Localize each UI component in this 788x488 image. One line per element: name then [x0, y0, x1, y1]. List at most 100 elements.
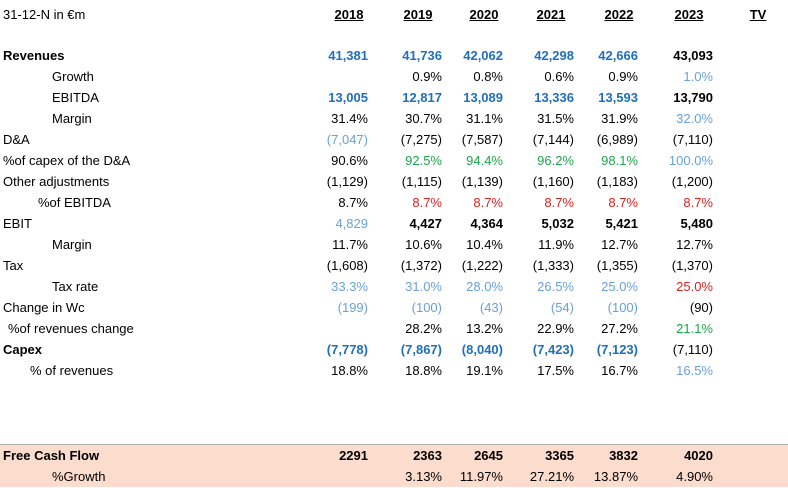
cell: 11.97% [459, 469, 503, 484]
year-header: 2019 [403, 7, 433, 22]
pct-ebitda-row: %of EBITDA 8.7% 8.7% 8.7% 8.7% 8.7% 8.7% [0, 192, 788, 213]
cell: 8.7% [683, 195, 713, 210]
cell: 13,089 [463, 90, 503, 105]
da-row: D&A (7,047) (7,275) (7,587) (7,144) (6,9… [0, 129, 788, 150]
cell: (7,275) [400, 132, 442, 147]
cell: 13,336 [534, 90, 574, 105]
cell: 94.4% [466, 153, 503, 168]
cell: 0.9% [608, 69, 638, 84]
cell: 11.7% [332, 237, 368, 252]
cell: (1,183) [596, 174, 638, 189]
cell: (100) [411, 300, 442, 315]
cell: 3832 [609, 448, 638, 463]
cell: 11.9% [538, 237, 574, 252]
revenues-row: Revenues 41,381 41,736 42,062 42,298 42,… [0, 45, 788, 66]
cell: 3365 [545, 448, 574, 463]
cell: (1,355) [596, 258, 638, 273]
tax-row: Tax (1,608) (1,372) (1,222) (1,333) (1,3… [0, 255, 788, 276]
fcf-growth-row: %Growth 3.13% 11.97% 27.21% 13.87% 4.90% [0, 466, 788, 487]
row-label: %of revenues change [8, 321, 134, 336]
row-label: D&A [3, 132, 30, 147]
row-label: Tax rate [52, 279, 99, 294]
cell: 13,790 [673, 90, 713, 105]
cell: 92.5% [405, 153, 442, 168]
cell: 21.1% [676, 321, 713, 336]
cell: 42,062 [463, 48, 503, 63]
cell: (1,129) [326, 174, 368, 189]
cell: 18.8% [405, 363, 442, 378]
cell: (1,222) [461, 258, 503, 273]
cell: 8.7% [608, 195, 638, 210]
pct-revenues-row: % of revenues 18.8% 18.8% 19.1% 17.5% 16… [0, 360, 788, 381]
cell: (90) [689, 300, 713, 315]
cell: 12,817 [402, 90, 442, 105]
cell: (7,778) [326, 342, 368, 357]
cell: (199) [337, 300, 368, 315]
cell: 8.7% [412, 195, 442, 210]
corner-label: 31-12-N in €m [3, 7, 86, 22]
cell: 26.5% [537, 279, 574, 294]
change-wc-row: Change in Wc (199) (100) (43) (54) (100)… [0, 297, 788, 318]
divider [0, 444, 788, 445]
row-label: Tax [3, 258, 24, 273]
row-label: Capex [3, 342, 43, 357]
cell: (7,423) [532, 342, 574, 357]
row-label: Change in Wc [3, 300, 85, 315]
cell: 27.2% [601, 321, 638, 336]
tax-rate-row: Tax rate 33.3% 31.0% 28.0% 26.5% 25.0% 2… [0, 276, 788, 297]
cell: 13,593 [598, 90, 638, 105]
year-header: 2021 [536, 7, 566, 22]
cell: (43) [479, 300, 503, 315]
cell: 13.2% [466, 321, 503, 336]
cell: 0.8% [473, 69, 503, 84]
row-label: EBITDA [52, 90, 99, 105]
cell: 4,829 [335, 216, 368, 231]
cell: 31.5% [537, 111, 574, 126]
cell: 19.1% [466, 363, 503, 378]
row-label: %of capex of the D&A [3, 153, 131, 168]
cell: 5,480 [680, 216, 713, 231]
cell: 5,032 [541, 216, 574, 231]
cell: (7,110) [672, 132, 713, 147]
row-label: Margin [52, 237, 92, 252]
cell: (6,989) [596, 132, 638, 147]
cell: 1.0% [683, 69, 713, 84]
cell: (1,608) [326, 258, 368, 273]
cell: (1,139) [461, 174, 503, 189]
cell: 30.7% [405, 111, 442, 126]
cell: (1,200) [671, 174, 713, 189]
cell: 100.0% [668, 153, 713, 168]
cell: (1,115) [401, 174, 442, 189]
cell: 28.0% [466, 279, 503, 294]
cell: 27.21% [529, 469, 574, 484]
cell: 16.5% [676, 363, 713, 378]
cell: 10.4% [466, 237, 503, 252]
cell: 4,427 [409, 216, 442, 231]
cell: 25.0% [676, 279, 713, 294]
cell: 98.1% [601, 153, 638, 168]
cell: 42,298 [534, 48, 574, 63]
other-adjustments-row: Other adjustments (1,129) (1,115) (1,139… [0, 171, 788, 192]
cell: 0.9% [412, 69, 442, 84]
cell: 42,666 [598, 48, 638, 63]
cell: 2363 [413, 448, 442, 463]
ebit-row: EBIT 4,829 4,427 4,364 5,032 5,421 5,480 [0, 213, 788, 234]
cell: (8,040) [461, 342, 503, 357]
cell: (7,123) [596, 342, 638, 357]
cell: 22.9% [537, 321, 574, 336]
cell: 5,421 [605, 216, 638, 231]
cell: 31.4% [331, 111, 368, 126]
row-label: Free Cash Flow [3, 448, 100, 463]
ebitda-row: EBITDA 13,005 12,817 13,089 13,336 13,59… [0, 87, 788, 108]
cell: (7,587) [461, 132, 503, 147]
cell: 4.90% [676, 469, 713, 484]
capex-da-row: %of capex of the D&A 90.6% 92.5% 94.4% 9… [0, 150, 788, 171]
year-header: 2018 [334, 7, 364, 22]
cell: 28.2% [405, 321, 442, 336]
ebit-margin-row: Margin 11.7% 10.6% 10.4% 11.9% 12.7% 12.… [0, 234, 788, 255]
cell: 4020 [684, 448, 713, 463]
cell: 2645 [474, 448, 503, 463]
cell: 43,093 [673, 48, 713, 63]
cell: 2291 [339, 448, 368, 463]
cell: 4,364 [470, 216, 503, 231]
